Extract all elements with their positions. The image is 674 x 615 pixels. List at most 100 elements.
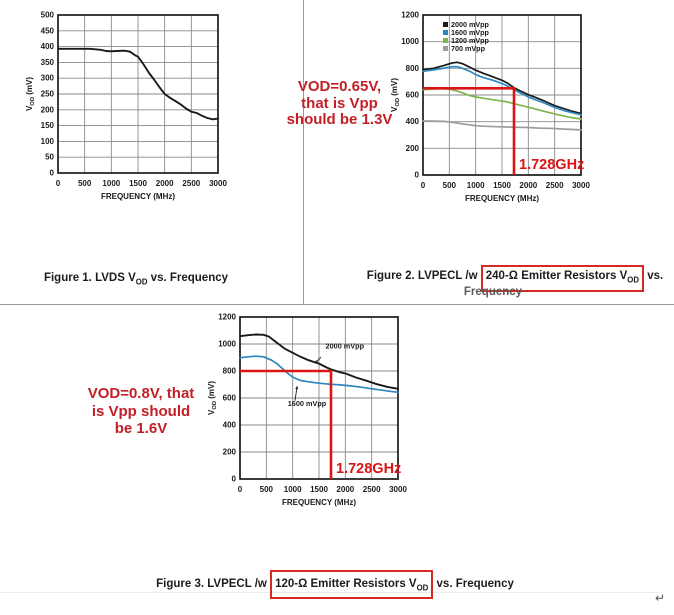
figure1-plot-border bbox=[57, 14, 219, 174]
svg-text:500: 500 bbox=[443, 181, 457, 190]
svg-text:0: 0 bbox=[238, 485, 243, 494]
figure2-legend-label-1: 1600 mVpp bbox=[451, 28, 490, 37]
figure3-ylabel: VOD (mV) bbox=[207, 381, 218, 415]
fig2-red-annotation-line1: VOD=0.65V, bbox=[297, 78, 382, 95]
svg-text:0: 0 bbox=[232, 475, 237, 484]
figure3-annotation-0: 2000 mVpp bbox=[326, 342, 365, 351]
figure2-legend-swatch-0 bbox=[443, 22, 448, 27]
figure2-crosshair-label: 1.728GHz bbox=[519, 157, 584, 173]
figure2-lvpecl-240ohm-chart: 0 500 1000 1500 2000 2500 3000 0 200 400 600 800 100… bbox=[390, 11, 590, 204]
figure3-grid bbox=[240, 317, 398, 479]
column-divider-line bbox=[303, 0, 304, 305]
figure1-lvds-vod-chart: 0 500 1000 1500 2000 2500 3000 0 50 100 150 200 250 3… bbox=[25, 11, 228, 202]
figure3-xlabel: FREQUENCY (MHz) bbox=[282, 498, 356, 507]
svg-text:1200: 1200 bbox=[401, 11, 419, 20]
svg-text:500: 500 bbox=[41, 11, 55, 20]
svg-text:2000: 2000 bbox=[336, 485, 354, 494]
figure2-legend-label-3: 700 mVpp bbox=[451, 44, 486, 53]
svg-text:50: 50 bbox=[45, 153, 54, 162]
fig3-caption-highlight-box: 120-Ω Emitter Resistors VOD bbox=[270, 570, 434, 599]
row-divider-line bbox=[0, 304, 674, 305]
svg-text:600: 600 bbox=[406, 91, 420, 100]
figure2-legend-swatch-1 bbox=[443, 30, 448, 35]
figure1-grid bbox=[58, 15, 218, 173]
figure2-legend-label-0: 2000 mVpp bbox=[451, 20, 490, 29]
figure2-caption-boxed-text: 240-Ω Emitter Resistors VOD bbox=[485, 270, 640, 285]
figure3-crosshair-lines bbox=[240, 369, 333, 479]
svg-text:1500: 1500 bbox=[493, 181, 511, 190]
svg-text:500: 500 bbox=[78, 179, 92, 188]
figure2-legend-swatch-2 bbox=[443, 38, 448, 43]
figure2-caption-prefix: Figure 2. LVPECL /w bbox=[366, 270, 481, 282]
figure2-grid bbox=[423, 15, 581, 175]
svg-text:1000: 1000 bbox=[102, 179, 120, 188]
figure2-tick-labels: 0 500 1000 1500 2000 2500 3000 0 200 400 600 800 100… bbox=[401, 11, 590, 191]
svg-text:250: 250 bbox=[41, 90, 55, 99]
svg-text:1000: 1000 bbox=[284, 485, 302, 494]
figure2-xlabel: FREQUENCY (MHz) bbox=[465, 194, 539, 203]
svg-text:200: 200 bbox=[41, 105, 55, 114]
fig3-red-annotation: VOD=0.8V, that is Vpp should be 1.6V bbox=[66, 385, 216, 438]
svg-text:500: 500 bbox=[260, 485, 274, 494]
svg-text:2000: 2000 bbox=[519, 181, 537, 190]
svg-text:2000: 2000 bbox=[156, 179, 174, 188]
svg-text:400: 400 bbox=[41, 42, 55, 51]
figure2-legend-swatch-3 bbox=[443, 46, 448, 51]
figure1-series-curve bbox=[57, 47, 219, 121]
svg-text:2500: 2500 bbox=[182, 179, 200, 188]
figure3-caption-suffix: vs. Frequency bbox=[433, 578, 514, 590]
figure3-caption-prefix: Figure 3. LVPECL /w bbox=[156, 578, 271, 590]
svg-text:800: 800 bbox=[223, 367, 237, 376]
figure3-crosshair-label: 1.728GHz bbox=[336, 461, 401, 477]
figure3-caption-boxed-text: 120-Ω Emitter Resistors VOD bbox=[275, 578, 429, 593]
figure3-annotation-1: 1600 mVpp bbox=[288, 399, 327, 408]
svg-text:3000: 3000 bbox=[389, 485, 407, 494]
fig2-caption-highlight-box: 240-Ω Emitter Resistors VOD bbox=[480, 265, 645, 292]
figure2-caption-suffix: vs. bbox=[644, 270, 664, 282]
svg-text:350: 350 bbox=[41, 58, 55, 67]
figure2-legend-label-2: 1200 mVpp bbox=[451, 36, 490, 45]
svg-text:800: 800 bbox=[406, 64, 420, 73]
svg-text:200: 200 bbox=[406, 144, 420, 153]
figure1-ylabel: VOD (mV) bbox=[25, 77, 36, 111]
svg-text:200: 200 bbox=[223, 448, 237, 457]
svg-text:1000: 1000 bbox=[467, 181, 485, 190]
figure3-lvpecl-120ohm-chart: 0 500 1000 1500 2000 2500 3000 0 200 400 600 800 100… bbox=[207, 313, 407, 508]
svg-text:2500: 2500 bbox=[546, 181, 564, 190]
fig3-red-annotation-line3: be 1.6V bbox=[114, 420, 168, 437]
svg-text:0: 0 bbox=[50, 169, 55, 178]
fig2-red-annotation-line3: should be 1.3V bbox=[286, 111, 393, 128]
figure2-ylabel: VOD (mV) bbox=[390, 78, 401, 112]
figure3-series-1600-mvpp bbox=[239, 355, 399, 394]
figure3-series-2000-mvpp bbox=[239, 333, 399, 390]
figure2-series-2000-mvpp bbox=[422, 61, 582, 115]
page-bottom-rule bbox=[0, 592, 660, 593]
figure2-crosshair-lines bbox=[423, 87, 516, 175]
figure2-series-1600-mvpp bbox=[422, 65, 582, 116]
svg-text:0: 0 bbox=[415, 171, 420, 180]
figure1-tick-labels: 0 500 1000 1500 2000 2500 3000 0 50 100 150 200 250 3… bbox=[41, 11, 228, 189]
svg-text:3000: 3000 bbox=[572, 181, 590, 190]
svg-text:600: 600 bbox=[223, 394, 237, 403]
svg-text:0: 0 bbox=[421, 181, 426, 190]
svg-text:1500: 1500 bbox=[310, 485, 328, 494]
fig3-red-annotation-line2: is Vpp should bbox=[91, 402, 191, 420]
figure2-series-700-mvpp bbox=[422, 120, 582, 131]
svg-text:1500: 1500 bbox=[129, 179, 147, 188]
svg-text:100: 100 bbox=[41, 137, 55, 146]
figure2-plot-border bbox=[422, 14, 582, 176]
figure3-plot-border bbox=[239, 316, 399, 480]
figure1-caption-text: Figure 1. LVDS VOD vs. Frequency bbox=[43, 272, 229, 287]
svg-text:1200: 1200 bbox=[218, 313, 236, 322]
svg-text:1000: 1000 bbox=[401, 37, 419, 46]
return-mark-icon: ↵ bbox=[655, 591, 666, 605]
svg-text:150: 150 bbox=[41, 121, 55, 130]
svg-text:3000: 3000 bbox=[209, 179, 227, 188]
figure3-tick-labels: 0 500 1000 1500 2000 2500 3000 0 200 400 600 800 100… bbox=[218, 313, 407, 495]
figure2-caption-line1: Figure 2. LVPECL /w 240-Ω Emitter Resist… bbox=[355, 265, 674, 292]
svg-text:450: 450 bbox=[41, 26, 55, 35]
fig2-red-annotation: VOD=0.65V, that is Vpp should be 1.3V bbox=[262, 78, 417, 129]
svg-text:400: 400 bbox=[406, 117, 420, 126]
